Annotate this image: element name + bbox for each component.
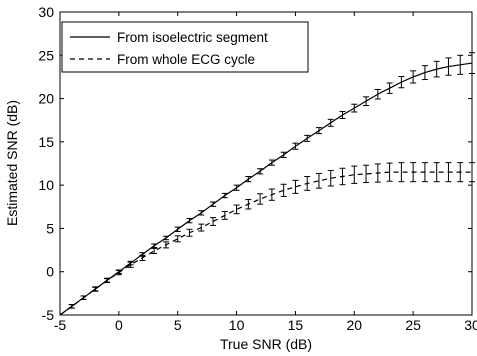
error-bar — [327, 169, 334, 187]
error-bar — [268, 159, 275, 166]
legend-label-whole-ecg: From whole ECG cycle — [117, 52, 255, 67]
y-tick-label: 15 — [38, 134, 54, 150]
y-tick-label: 5 — [46, 220, 54, 236]
x-axis-title: True SNR (dB) — [220, 336, 312, 352]
error-bar — [469, 162, 475, 183]
y-tick-label: -5 — [42, 307, 55, 323]
error-bar — [457, 162, 464, 183]
error-bar — [245, 198, 252, 210]
error-bar — [304, 175, 311, 191]
error-bar — [174, 226, 181, 232]
error-bar — [410, 162, 417, 183]
error-bar — [339, 167, 346, 186]
error-bar — [315, 172, 322, 189]
error-bar — [351, 165, 358, 184]
legend-box — [61, 21, 309, 73]
error-bar — [386, 82, 393, 94]
series-line — [59, 171, 472, 316]
error-bar — [398, 75, 405, 89]
error-bar — [162, 235, 169, 241]
x-tick-label: -5 — [54, 317, 67, 333]
error-bar — [233, 204, 240, 215]
y-tick-label: 30 — [38, 4, 54, 20]
error-bar — [198, 223, 205, 232]
y-tick-label: 25 — [38, 47, 54, 63]
error-bar — [327, 118, 334, 127]
error-bar — [292, 179, 299, 194]
series-layer — [59, 52, 475, 316]
error-bar — [315, 127, 322, 135]
error-bar — [339, 111, 346, 119]
error-bar — [292, 142, 299, 150]
error-bar — [268, 188, 275, 201]
error-bar — [151, 243, 158, 248]
error-bar — [151, 247, 158, 255]
series-2 — [59, 162, 475, 316]
error-bar — [221, 211, 228, 220]
error-bar — [445, 162, 452, 183]
error-bar — [445, 57, 452, 76]
error-bar — [433, 60, 440, 78]
error-bar — [139, 254, 146, 261]
error-bar — [280, 151, 287, 158]
error-bar — [257, 193, 264, 205]
y-tick-label: 10 — [38, 177, 54, 193]
error-bar — [469, 52, 475, 74]
error-bar — [245, 175, 252, 183]
error-bar — [280, 183, 287, 197]
error-bar — [421, 162, 428, 183]
y-tick-label: 0 — [46, 264, 54, 280]
axis-ticks: -5 0 5 10 15 20 25 30 -5 0 5 10 15 20 25 30 — [38, 4, 477, 333]
error-bar — [92, 286, 99, 292]
x-tick-label: 25 — [405, 317, 421, 333]
error-bar — [304, 134, 311, 142]
error-bar — [210, 201, 217, 207]
x-tick-label: 5 — [174, 317, 182, 333]
error-bar — [421, 65, 428, 81]
x-tick-label: 15 — [288, 317, 304, 333]
error-bar — [363, 96, 370, 106]
error-bar — [410, 70, 417, 84]
error-bar — [174, 235, 181, 243]
x-tick-label: 0 — [115, 317, 123, 333]
error-bar — [127, 261, 134, 268]
error-bar — [457, 54, 464, 75]
y-axis-title: Estimated SNR (dB) — [4, 100, 20, 226]
y-tick-label: 20 — [38, 91, 54, 107]
error-bar — [398, 162, 405, 183]
error-bar — [433, 162, 440, 183]
error-bar — [186, 228, 193, 237]
series-1 — [59, 52, 475, 316]
error-bar — [162, 241, 169, 249]
error-bar — [210, 217, 217, 226]
error-bar — [104, 277, 111, 284]
error-bar — [80, 295, 87, 300]
x-tick-label: 20 — [346, 317, 362, 333]
error-bar — [386, 162, 393, 182]
error-bar — [351, 103, 358, 113]
error-bar — [257, 168, 264, 175]
error-bar — [233, 184, 240, 191]
error-bar — [221, 192, 228, 199]
error-bar — [186, 217, 193, 224]
error-bar — [68, 304, 75, 309]
legend-label-isoelectric: From isoelectric segment — [117, 30, 268, 45]
error-bar — [115, 269, 122, 276]
error-bar — [374, 88, 381, 100]
x-tick-label: 30 — [464, 317, 477, 333]
error-bar — [363, 164, 370, 184]
error-bar — [198, 210, 205, 216]
legend: From isoelectric segment From whole ECG … — [61, 21, 309, 73]
error-bar — [374, 163, 381, 183]
x-tick-label: 10 — [229, 317, 245, 333]
